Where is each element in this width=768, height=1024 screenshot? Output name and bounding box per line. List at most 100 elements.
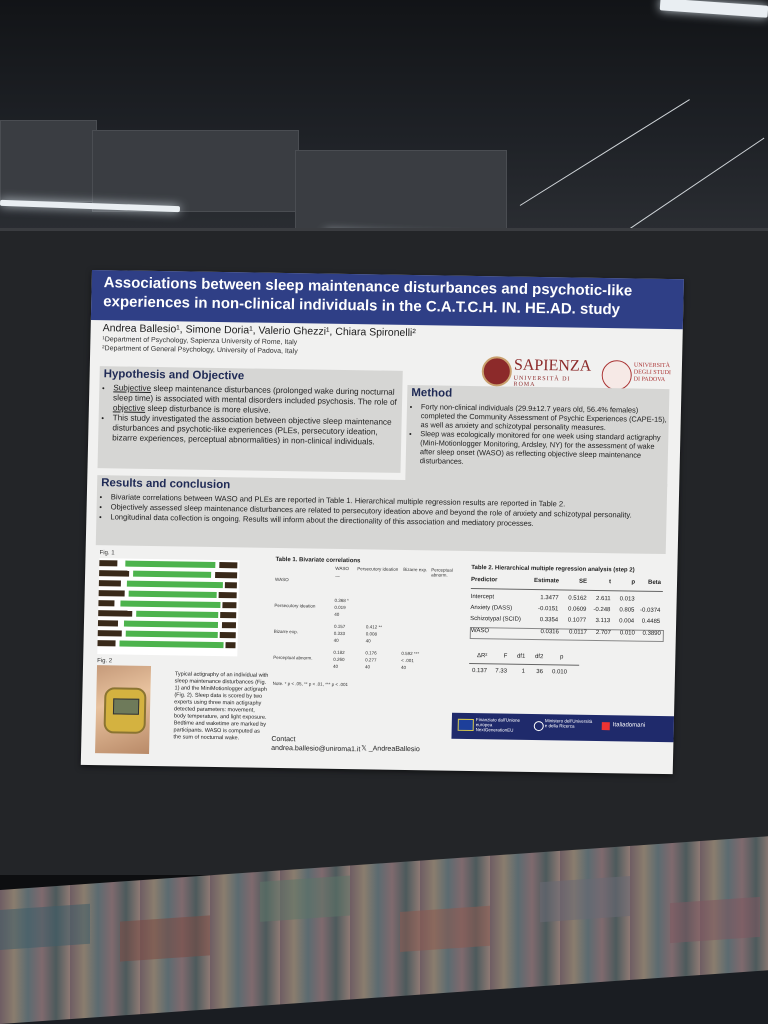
table2-cell: 0.0117 bbox=[568, 629, 587, 636]
actigraphy-row bbox=[98, 580, 239, 589]
research-poster: Associations between sleep maintenance d… bbox=[80, 270, 684, 775]
hypothesis-bullets: Subjective sleep maintenance disturbance… bbox=[102, 383, 403, 448]
table2-cell: 0.3890 bbox=[642, 630, 661, 637]
table2-title: Table 2. Hierarchical multiple regressio… bbox=[471, 564, 635, 574]
carpet-tile bbox=[0, 903, 90, 950]
table2-cell: Schizotypal (SCID) bbox=[470, 615, 521, 623]
method-bullet: Sleep was ecologically monitored for one… bbox=[420, 429, 671, 469]
table1-cell: 0.368 * bbox=[334, 597, 349, 604]
table2-cell: 0.010 bbox=[551, 669, 568, 676]
table2-cell: df2 bbox=[534, 654, 544, 661]
table1-cell: 0.277 bbox=[365, 657, 377, 663]
ministry-logo: Ministero dell'Università e della Ricerc… bbox=[533, 717, 596, 738]
table2-header: Beta bbox=[647, 579, 662, 586]
ceiling-tile bbox=[92, 130, 299, 212]
table2-cell: 2.707 bbox=[595, 629, 611, 637]
eu-funding-text: Finanziato dall'Unione europea NextGener… bbox=[475, 717, 521, 733]
actigraph-device-icon bbox=[103, 687, 147, 734]
table2-header-row: Predictor Estimate SE t p Beta bbox=[471, 577, 663, 589]
table1-header: Bizarre exp. bbox=[403, 566, 428, 573]
actigraphy-row bbox=[98, 610, 238, 619]
table2-cell: 1 bbox=[521, 668, 526, 675]
contact-block: Contact andrea.ballesio@uniroma1.it bbox=[271, 735, 361, 754]
funding-footer: Finanziato dall'Unione europea NextGener… bbox=[451, 712, 675, 743]
table2-cell: 7.33 bbox=[495, 668, 508, 675]
underlined-text: objective bbox=[112, 403, 146, 413]
table1-header: WASO bbox=[335, 565, 349, 572]
ministry-text: Ministero dell'Università e della Ricerc… bbox=[544, 718, 593, 729]
actigraphy-row bbox=[99, 570, 239, 579]
method-title: Method bbox=[411, 387, 453, 400]
table2: Predictor Estimate SE t p Beta Intercept… bbox=[469, 577, 664, 676]
table1-cell: 0.019 bbox=[334, 604, 346, 611]
table1-cell: 0.176 bbox=[365, 650, 377, 656]
table1-cell: 40 bbox=[333, 637, 339, 643]
table2-cell: WASO bbox=[470, 627, 490, 635]
hypothesis-bullet: Subjective sleep maintenance disturbance… bbox=[113, 383, 404, 418]
table2-cell: Intercept bbox=[470, 593, 495, 601]
table2-cell: -0.0151 bbox=[537, 606, 559, 613]
italiadomani-text: Italiadomani bbox=[612, 722, 646, 729]
table2-cell: 0.5162 bbox=[568, 595, 587, 602]
sapienza-logo: SAPIENZA UNIVERSITÀ DI ROMA bbox=[481, 354, 592, 390]
table1-header: Perceptual abnorm. bbox=[431, 567, 453, 578]
ministry-emblem-icon bbox=[533, 720, 544, 732]
table2-cell: 0.805 bbox=[619, 607, 635, 614]
actigraphy-row bbox=[97, 640, 237, 649]
table2-change-row: 0.137 7.33 1 36 0.010 bbox=[469, 668, 579, 679]
table2-header: Predictor bbox=[470, 576, 498, 584]
device-screen bbox=[112, 698, 140, 715]
table2-cell: Anxiety (DASS) bbox=[470, 604, 513, 612]
table2-cell: 36 bbox=[536, 669, 544, 676]
ceiling-cable bbox=[519, 99, 690, 206]
eu-funding: Finanziato dall'Unione europea NextGener… bbox=[457, 716, 528, 737]
results-title: Results and conclusion bbox=[101, 477, 231, 492]
table1-cell: 40 bbox=[365, 638, 371, 644]
actigraphy-figure bbox=[97, 558, 240, 657]
table1-cell: 0.157 bbox=[333, 623, 346, 630]
carpet-tile bbox=[670, 896, 760, 944]
table1-cell: 0.008 bbox=[365, 631, 378, 637]
italiadomani-logo: Italiadomani bbox=[601, 718, 667, 739]
table2-row: Intercept 1.3477 0.5162 2.611 0.013 bbox=[471, 594, 663, 606]
table2-cell: 1.3477 bbox=[540, 595, 559, 602]
sapienza-name: SAPIENZA bbox=[513, 356, 592, 375]
table1-cell: 40 bbox=[400, 664, 407, 670]
table1-title: Table 1. Bivariate correlations bbox=[275, 556, 361, 565]
actigraphy-row bbox=[97, 620, 238, 629]
padova-name: UNIVERSITÀ DEGLI STUDI DI PADOVA bbox=[634, 363, 672, 385]
figure-caption: Typical actigraphy of an individual with… bbox=[173, 671, 269, 742]
table2-cell: 0.137 bbox=[471, 668, 488, 675]
table2-divider bbox=[470, 587, 663, 593]
table2-header: p bbox=[631, 579, 636, 586]
table1-cell: 40 bbox=[365, 664, 371, 670]
table1-row-label: Bizarre exp. bbox=[273, 628, 298, 635]
table1-row-label: Perceptual abnorm. bbox=[273, 654, 313, 661]
eu-flag-icon bbox=[457, 718, 474, 732]
table1-cell: 40 bbox=[333, 663, 339, 669]
table2-cell: 0.3354 bbox=[539, 617, 559, 624]
hypothesis-bullet: This study investigated the association … bbox=[112, 413, 403, 448]
ceiling bbox=[0, 0, 768, 256]
table2-cell: 0.0609 bbox=[567, 606, 587, 613]
actigraph-photo bbox=[95, 665, 152, 754]
table2-cell: -0.0374 bbox=[639, 607, 661, 614]
affiliation-2: ²Department of General Psychology, Unive… bbox=[102, 345, 298, 356]
table2-change-header: ΔR² F df1 df2 p bbox=[469, 653, 579, 664]
table1-cell: 0.182 bbox=[333, 649, 345, 656]
table2-header: Estimate bbox=[533, 577, 560, 585]
padova-line: DI PADOVA bbox=[633, 376, 666, 384]
method-bullets: Forty non-clinical individuals (29.9±12.… bbox=[410, 402, 671, 469]
table2-cell: ΔR² bbox=[476, 653, 488, 660]
table1-cell: — bbox=[335, 573, 340, 579]
table1-cell: 0.412 ** bbox=[365, 624, 383, 630]
table2-cell: df1 bbox=[516, 653, 526, 660]
table2-cell: p bbox=[559, 654, 564, 661]
hypothesis-title: Hypothesis and Objective bbox=[103, 368, 245, 383]
table2-cell: 0.010 bbox=[619, 630, 635, 637]
fig1-label: Fig. 1 bbox=[99, 550, 115, 557]
table1-note: Note. * p < .05, ** p < .01, *** p < .00… bbox=[272, 680, 349, 688]
ceiling-tile bbox=[295, 150, 507, 237]
fig2-label: Fig. 2 bbox=[97, 658, 113, 665]
table2-cell: F bbox=[503, 653, 508, 660]
